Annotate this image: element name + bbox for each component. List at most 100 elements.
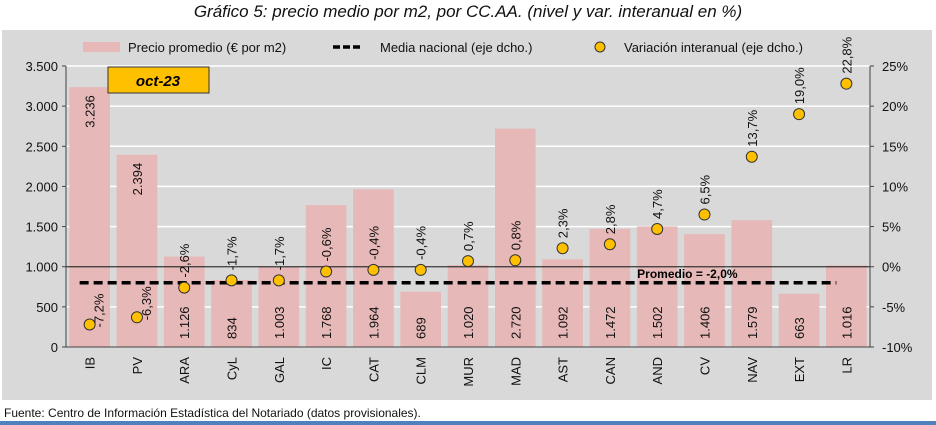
left-tick-label: 3.500 bbox=[25, 59, 58, 74]
point-PV bbox=[130, 311, 143, 324]
point-label: 2,3% bbox=[556, 208, 571, 238]
left-tick-label: 2.500 bbox=[25, 139, 58, 154]
bar-value-label: 1.016 bbox=[839, 306, 854, 339]
bar-value-label: 1.964 bbox=[366, 306, 381, 339]
category-label: CAT bbox=[366, 357, 381, 382]
bar-value-label: 1.092 bbox=[556, 306, 571, 339]
left-tick-label: 3.000 bbox=[25, 99, 58, 114]
bar-IB bbox=[69, 87, 110, 347]
average-label: Promedio = -2,0% bbox=[637, 267, 738, 281]
point-CV bbox=[698, 208, 711, 221]
point-label: -0,6% bbox=[319, 227, 334, 261]
point-label: -0,4% bbox=[366, 226, 381, 260]
category-label: CAN bbox=[603, 357, 618, 384]
bar-CyL bbox=[211, 280, 252, 347]
bar-value-label: 663 bbox=[792, 317, 807, 339]
category-label: AST bbox=[556, 357, 571, 382]
point-label: 2,8% bbox=[603, 204, 618, 234]
point-MUR bbox=[462, 255, 474, 268]
legend-bar-label: Precio promedio (€ por m2) bbox=[128, 40, 286, 55]
point-label: 0,8% bbox=[508, 220, 523, 250]
point-CAN bbox=[603, 238, 616, 251]
point-AND bbox=[651, 222, 664, 235]
category-label: NAV bbox=[745, 357, 760, 383]
left-tick-label: 500 bbox=[36, 300, 58, 315]
right-tick-label: 10% bbox=[882, 179, 908, 194]
point-MAD bbox=[509, 254, 522, 267]
bar-LR bbox=[826, 265, 867, 347]
left-tick-label: 1.500 bbox=[25, 220, 58, 235]
bar-EXT bbox=[778, 293, 820, 347]
category-label: EXT bbox=[792, 357, 807, 382]
category-label: MUR bbox=[461, 357, 476, 387]
point-IB bbox=[83, 318, 96, 331]
point-label: -1,7% bbox=[272, 236, 287, 270]
category-label: LR bbox=[839, 357, 854, 374]
category-label: IB bbox=[83, 357, 98, 369]
source-footer: Fuente: Centro de Información Estadístic… bbox=[4, 406, 421, 420]
bar-value-label: 2.720 bbox=[508, 306, 523, 339]
bar-value-label: 689 bbox=[414, 317, 429, 339]
category-label: CV bbox=[697, 357, 712, 375]
point-label: 4,7% bbox=[650, 189, 665, 219]
bar-value-label: 1.003 bbox=[272, 306, 287, 339]
category-label: AND bbox=[650, 357, 665, 384]
point-label: 6,5% bbox=[697, 174, 712, 204]
bar-CV bbox=[684, 234, 725, 347]
bar-MAD bbox=[494, 128, 536, 347]
point-EXT bbox=[793, 108, 806, 121]
bar-CLM bbox=[400, 291, 442, 347]
legend-point-swatch bbox=[594, 41, 606, 53]
date-badge bbox=[107, 66, 210, 94]
point-IC bbox=[320, 265, 333, 278]
point-NAV bbox=[745, 150, 758, 163]
bar-MUR bbox=[447, 265, 489, 347]
right-tick-label: 25% bbox=[882, 59, 908, 74]
right-tick-label: -10% bbox=[882, 340, 913, 355]
point-ARA bbox=[178, 281, 191, 294]
category-label: PV bbox=[130, 357, 145, 375]
bar-value-label: 1.579 bbox=[745, 306, 760, 339]
point-label: 22,8% bbox=[839, 36, 854, 73]
point-label: 19,0% bbox=[792, 67, 807, 104]
bar-AND bbox=[636, 226, 678, 347]
bar-value-label: 3.236 bbox=[83, 95, 98, 128]
point-label: -6,3% bbox=[139, 286, 154, 320]
bar-value-label: 1.472 bbox=[603, 306, 618, 339]
category-label: ARA bbox=[177, 357, 192, 384]
right-tick-label: -5% bbox=[882, 300, 906, 315]
left-tick-label: 0 bbox=[51, 340, 58, 355]
bar-value-label: 1.768 bbox=[319, 306, 334, 339]
right-tick-label: 0% bbox=[882, 260, 901, 275]
right-tick-label: 5% bbox=[882, 220, 901, 235]
category-label: MAD bbox=[508, 357, 523, 386]
right-tick-label: 20% bbox=[882, 99, 908, 114]
point-label: 0,7% bbox=[461, 221, 476, 251]
point-CAT bbox=[367, 263, 380, 276]
point-CyL bbox=[225, 274, 238, 287]
bar-value-label: 1.126 bbox=[177, 306, 192, 339]
bar-ARA bbox=[163, 256, 205, 347]
point-AST bbox=[556, 242, 569, 255]
point-CLM bbox=[414, 263, 427, 276]
category-label: CyL bbox=[225, 357, 240, 380]
left-tick-label: 1.000 bbox=[25, 260, 58, 275]
bar-value-label: 1.020 bbox=[461, 306, 476, 339]
bar-value-label: 2.394 bbox=[130, 163, 145, 196]
bar-value-label: 1.502 bbox=[650, 306, 665, 339]
category-label: CLM bbox=[414, 357, 429, 384]
point-GAL bbox=[272, 274, 285, 287]
left-tick-label: 2.000 bbox=[25, 179, 58, 194]
point-label: -0,4% bbox=[414, 226, 429, 260]
point-label: -1,7% bbox=[225, 236, 240, 270]
point-label: 13,7% bbox=[745, 109, 760, 146]
right-tick-label: 15% bbox=[882, 139, 908, 154]
date-badge-text: oct-23 bbox=[136, 73, 181, 90]
bar-AST bbox=[542, 259, 583, 347]
chart-title: Gráfico 5: precio medio por m2, por CC.A… bbox=[193, 2, 743, 21]
point-LR bbox=[840, 77, 853, 90]
legend-line-label: Media nacional (eje dcho.) bbox=[380, 40, 532, 55]
bottom-divider bbox=[0, 421, 936, 425]
legend-point-label: Variación interanual (eje dcho.) bbox=[624, 40, 803, 55]
